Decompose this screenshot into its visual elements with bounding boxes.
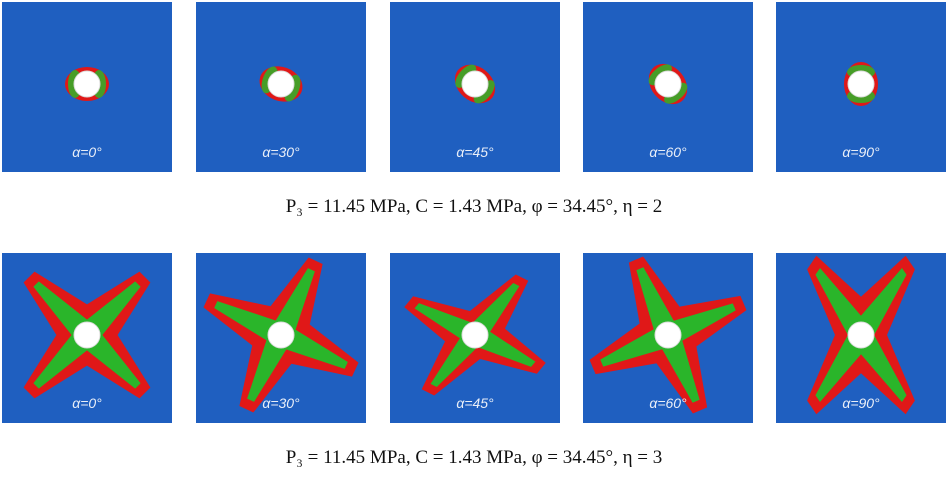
panel-label: α=60° <box>649 144 687 160</box>
panel-label: α=0° <box>72 395 102 411</box>
caption: P₃ = 11.45 MPa, C = 1.43 MPa, φ = 34.45°… <box>286 196 663 217</box>
panel: α=45° <box>390 2 560 172</box>
panel: α=90° <box>776 2 946 172</box>
borehole <box>267 70 295 98</box>
borehole <box>461 321 489 349</box>
borehole <box>267 321 295 349</box>
panel-label: α=0° <box>72 144 102 160</box>
panel-label: α=90° <box>842 144 880 160</box>
panel: α=0° <box>2 2 172 172</box>
borehole <box>461 70 489 98</box>
panel-label: α=45° <box>456 144 494 160</box>
borehole <box>73 70 101 98</box>
panel-label: α=30° <box>262 395 300 411</box>
borehole <box>73 321 101 349</box>
panel: α=90° <box>776 253 946 423</box>
borehole <box>654 70 682 98</box>
panel-label: α=90° <box>842 395 880 411</box>
panel: α=30° <box>196 2 366 172</box>
borehole <box>654 321 682 349</box>
caption: P₃ = 11.45 MPa, C = 1.43 MPa, φ = 34.45°… <box>286 447 663 468</box>
panel-label: α=30° <box>262 144 300 160</box>
panel: α=60° <box>583 2 753 172</box>
borehole <box>847 321 875 349</box>
panel: α=45° <box>390 253 560 423</box>
borehole <box>847 70 875 98</box>
panel: α=60° <box>583 253 753 423</box>
panel: α=0° <box>2 253 172 423</box>
panel: α=30° <box>196 253 366 423</box>
panel-label: α=45° <box>456 395 494 411</box>
panel-label: α=60° <box>649 395 687 411</box>
